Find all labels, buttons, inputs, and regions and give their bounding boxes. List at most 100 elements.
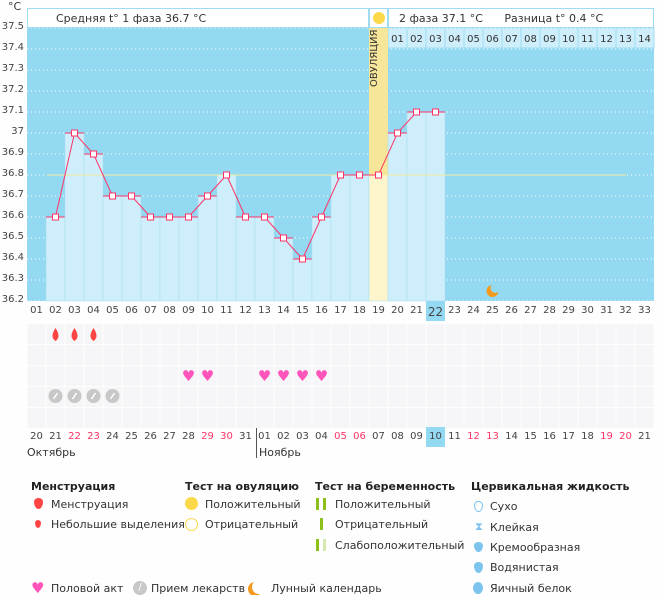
cycle-day-label[interactable]: 05 <box>106 305 119 316</box>
symbol-cell <box>540 324 559 344</box>
date-label[interactable]: 18 <box>581 431 594 442</box>
legend-menstruation-title: Менструация <box>31 480 116 493</box>
cycle-day-label[interactable]: 22 <box>427 305 444 319</box>
symbol-cell <box>331 324 350 344</box>
cycle-day-label[interactable]: 02 <box>49 305 62 316</box>
temperature-bar <box>235 216 256 302</box>
temperature-bar <box>102 195 123 302</box>
cycle-day-label[interactable]: 17 <box>334 305 347 316</box>
date-label[interactable]: 01 <box>258 431 271 442</box>
drop-icon <box>52 328 59 341</box>
date-label[interactable]: 29 <box>201 431 214 442</box>
date-label[interactable]: 20 <box>619 431 632 442</box>
symbol-cell <box>597 366 616 386</box>
symbol-cell <box>141 387 160 407</box>
cycle-day-label[interactable]: 27 <box>524 305 537 316</box>
date-label[interactable]: 11 <box>448 431 461 442</box>
cycle-day-label[interactable]: 01 <box>30 305 43 316</box>
sticky-icon: ⧗ <box>475 520 483 533</box>
cycle-day-label[interactable]: 29 <box>562 305 575 316</box>
date-label[interactable]: 20 <box>30 431 43 442</box>
legend-intercourse: Половой акт <box>51 582 124 595</box>
cycle-day-label[interactable]: 07 <box>144 305 157 316</box>
cycle-day-label[interactable]: 33 <box>638 305 651 316</box>
symbol-cell <box>445 387 464 407</box>
date-label[interactable]: 21 <box>638 431 651 442</box>
cycle-day-label[interactable]: 28 <box>543 305 556 316</box>
cycle-day-label[interactable]: 09 <box>182 305 195 316</box>
date-label[interactable]: 03 <box>296 431 309 442</box>
date-label[interactable]: 09 <box>410 431 423 442</box>
date-label[interactable]: 13 <box>486 431 499 442</box>
symbol-cell <box>578 387 597 407</box>
date-label[interactable]: 30 <box>220 431 233 442</box>
cycle-day-label[interactable]: 32 <box>619 305 632 316</box>
date-label[interactable]: 04 <box>315 431 328 442</box>
y-tick-label: 36.6 <box>1 210 24 221</box>
date-label[interactable]: 26 <box>144 431 157 442</box>
cycle-day-label[interactable]: 08 <box>163 305 176 316</box>
temperature-bar <box>292 258 313 302</box>
date-label[interactable]: 25 <box>125 431 138 442</box>
cycle-day-label[interactable]: 06 <box>125 305 138 316</box>
date-label[interactable]: 31 <box>239 431 252 442</box>
symbol-cell <box>274 366 293 386</box>
date-label[interactable]: 22 <box>68 431 81 442</box>
date-label[interactable]: 23 <box>87 431 100 442</box>
cycle-day-label[interactable]: 23 <box>448 305 461 316</box>
date-label[interactable]: 02 <box>277 431 290 442</box>
cycle-day-label[interactable]: 15 <box>296 305 309 316</box>
date-label[interactable]: 27 <box>163 431 176 442</box>
symbol-cell <box>464 408 483 428</box>
symbol-cell <box>407 408 426 428</box>
cycle-day-label[interactable]: 20 <box>391 305 404 316</box>
date-label[interactable]: 19 <box>600 431 613 442</box>
date-label[interactable]: 21 <box>49 431 62 442</box>
cycle-day-label[interactable]: 18 <box>353 305 366 316</box>
symbol-cell <box>559 366 578 386</box>
date-label[interactable]: 14 <box>505 431 518 442</box>
cycle-day-label[interactable]: 30 <box>581 305 594 316</box>
cycle-day-label[interactable]: 03 <box>68 305 81 316</box>
date-label[interactable]: 10 <box>429 431 442 442</box>
symbol-cell <box>27 366 46 386</box>
temperature-point <box>109 192 116 200</box>
cycle-day-label[interactable]: 10 <box>201 305 214 316</box>
date-label[interactable]: 16 <box>543 431 556 442</box>
cycle-day-label[interactable]: 21 <box>410 305 423 316</box>
cycle-day-label[interactable]: 12 <box>239 305 252 316</box>
cycle-day-label[interactable]: 13 <box>258 305 271 316</box>
pill-stripe <box>52 392 59 400</box>
symbol-cell <box>445 324 464 344</box>
symbol-cell <box>217 408 236 428</box>
date-label[interactable]: 12 <box>467 431 480 442</box>
ovulation-header <box>369 8 388 28</box>
symbol-cell <box>464 324 483 344</box>
date-label[interactable]: 05 <box>334 431 347 442</box>
symbol-cell <box>27 345 46 365</box>
symbol-cell <box>236 324 255 344</box>
cycle-day-label[interactable]: 25 <box>486 305 499 316</box>
date-label[interactable]: 08 <box>391 431 404 442</box>
cycle-day-label[interactable]: 16 <box>315 305 328 316</box>
date-label[interactable]: 06 <box>353 431 366 442</box>
symbol-cell <box>46 345 65 365</box>
cycle-day-label[interactable]: 31 <box>600 305 613 316</box>
symbol-cell <box>388 366 407 386</box>
date-label[interactable]: 07 <box>372 431 385 442</box>
date-label[interactable]: 28 <box>182 431 195 442</box>
date-label[interactable]: 17 <box>562 431 575 442</box>
date-label[interactable]: 15 <box>524 431 537 442</box>
date-label[interactable]: 24 <box>106 431 119 442</box>
faint-line-icon <box>316 539 319 551</box>
cycle-day-label[interactable]: 11 <box>220 305 233 316</box>
cycle-day-label[interactable]: 04 <box>87 305 100 316</box>
symbol-cell <box>331 387 350 407</box>
symbol-cell <box>312 345 331 365</box>
cycle-day-label[interactable]: 19 <box>372 305 385 316</box>
symbol-cell <box>407 387 426 407</box>
symbol-cell <box>578 366 597 386</box>
cycle-day-label[interactable]: 24 <box>467 305 480 316</box>
cycle-day-label[interactable]: 26 <box>505 305 518 316</box>
cycle-day-label[interactable]: 14 <box>277 305 290 316</box>
